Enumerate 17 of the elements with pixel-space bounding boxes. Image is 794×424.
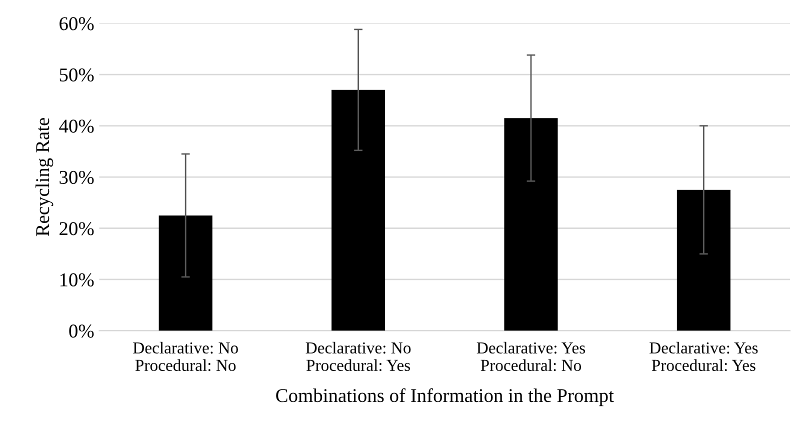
y-tick-label: 30%: [60, 170, 94, 184]
bar: [676, 190, 730, 331]
x-tick-label: Declarative: Yes Procedural: Yes: [650, 342, 758, 372]
bar: [504, 118, 558, 331]
y-tick-label: 20%: [60, 222, 94, 236]
y-tick-label: 0%: [69, 324, 94, 338]
bar: [332, 90, 386, 331]
bar: [158, 215, 212, 331]
x-tick-label: Declarative: Yes Procedural: No: [476, 342, 585, 372]
y-axis-title: Recycling Rate: [36, 118, 54, 236]
x-tick-label: Declarative: No Procedural: No: [133, 342, 238, 372]
y-tick-label: 50%: [60, 68, 94, 82]
y-tick-label: 40%: [59, 120, 94, 133]
x-axis-title: Combinations of Information in the Prompt: [276, 388, 614, 406]
y-tick-label: 60%: [60, 17, 94, 30]
y-tick-label: 10%: [60, 273, 94, 286]
x-tick-label: Declarative: No Procedural: Yes: [306, 342, 411, 372]
